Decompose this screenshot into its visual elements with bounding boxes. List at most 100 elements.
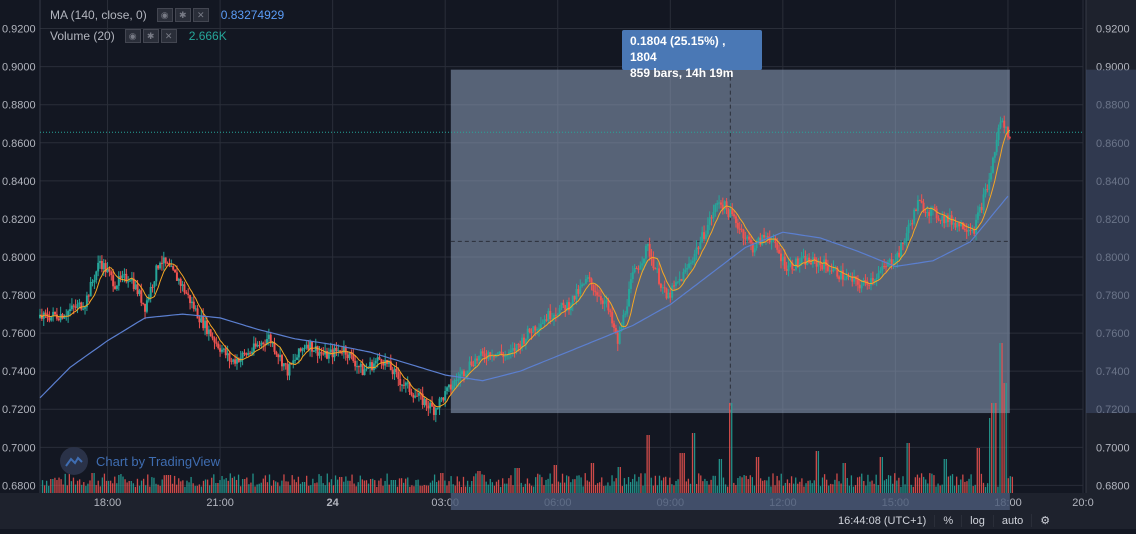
volume-bar [632, 478, 634, 493]
candle-body [230, 360, 233, 362]
candle-body [136, 284, 139, 294]
candle-body [217, 343, 220, 349]
volume-bar [712, 475, 714, 493]
volume-bar [510, 475, 512, 493]
candle-body [678, 278, 681, 282]
candle-body [108, 269, 111, 272]
volume-bar [460, 486, 463, 493]
candle-body [991, 157, 994, 173]
close-icon[interactable]: ✕ [192, 8, 209, 22]
candle-body [412, 394, 415, 398]
candle-body [498, 351, 501, 354]
gear-icon[interactable]: ✱ [142, 29, 159, 43]
x-tick-label: 18:00 [94, 497, 122, 509]
candle-body [356, 366, 359, 368]
close-icon[interactable]: ✕ [160, 29, 177, 43]
volume-bar [427, 485, 430, 493]
volume-bar [415, 480, 417, 493]
volume-bar [605, 485, 607, 493]
candle-body [200, 315, 203, 323]
candle-body [689, 262, 692, 264]
volume-bar [543, 485, 545, 493]
candle-body [826, 265, 829, 271]
candle-body [652, 258, 655, 269]
volume-bar [968, 478, 970, 493]
y-tick-label-left: 0.7800 [2, 290, 36, 302]
auto-toggle[interactable]: auto [992, 514, 1031, 527]
volume-bar [786, 479, 789, 493]
volume-bar [584, 473, 586, 493]
volume-bar [314, 483, 316, 493]
gear-icon[interactable]: ✱ [174, 8, 191, 22]
volume-bar [365, 480, 368, 493]
volume-bar [553, 465, 555, 493]
volume-bar [1007, 478, 1009, 493]
volume-bar [805, 483, 807, 493]
candle-body [734, 216, 737, 224]
candle-body [624, 313, 627, 315]
volume-bar [976, 448, 978, 493]
volume-bar [927, 483, 929, 493]
volume-bar [151, 477, 153, 493]
eye-icon[interactable]: ◉ [156, 8, 173, 22]
candle-body [1003, 120, 1006, 128]
candle-body [511, 348, 514, 351]
volume-bar [270, 485, 273, 493]
candle-body [258, 344, 261, 346]
candle-body [519, 344, 522, 348]
watermark-text: Chart by TradingView [96, 453, 221, 469]
candle-body [817, 262, 820, 267]
volume-bar [551, 483, 553, 493]
candle-body [196, 308, 199, 319]
volume-bar [871, 480, 873, 493]
volume-bar [124, 479, 126, 493]
candle-body [267, 334, 270, 340]
candle-body [335, 347, 338, 352]
candle-body [44, 312, 47, 314]
volume-bar [660, 480, 663, 493]
volume-bar [326, 473, 328, 493]
volume-bar [394, 480, 397, 493]
candle-body [628, 288, 631, 307]
candle-body [127, 281, 130, 283]
candle-body [603, 301, 606, 304]
volume-bar [196, 485, 198, 493]
candle-body [648, 243, 651, 257]
candle-body [851, 276, 854, 282]
candle-body [89, 282, 92, 297]
log-toggle[interactable]: log [961, 514, 993, 527]
candle-body [442, 397, 445, 401]
volume-bar [272, 480, 275, 493]
volume-bar [762, 480, 764, 493]
candle-body [93, 280, 96, 282]
candle-body [476, 358, 479, 361]
candle-body [166, 262, 169, 264]
y-tick-label-left: 0.7000 [2, 442, 36, 454]
volume-bar [970, 474, 972, 493]
volume-bar [582, 486, 584, 493]
volume-bar [906, 443, 908, 493]
volume-bar [178, 478, 180, 493]
tradingview-watermark[interactable]: Chart by TradingView [60, 447, 220, 475]
candle-body [920, 200, 923, 203]
y-tick-label-left: 0.7200 [2, 404, 36, 416]
volume-bar [190, 476, 192, 493]
candle-body [699, 241, 702, 249]
candle-body [220, 349, 223, 352]
eye-icon[interactable]: ◉ [124, 29, 141, 43]
settings-gear-icon[interactable]: ⚙ [1031, 514, 1058, 527]
volume-bar [89, 480, 91, 493]
volume-bar [865, 485, 867, 493]
candle-body [729, 208, 732, 218]
percent-toggle[interactable]: % [934, 514, 961, 527]
volume-bar [817, 451, 820, 493]
candle-body [960, 222, 963, 227]
candle-body [489, 352, 492, 357]
candle-body [915, 209, 918, 212]
volume-bar [132, 483, 134, 493]
volume-bar [462, 476, 465, 493]
candle-body [654, 268, 657, 270]
volume-bar [772, 473, 774, 493]
